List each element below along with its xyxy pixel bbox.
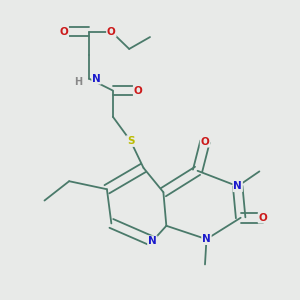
Text: H: H — [74, 77, 82, 87]
Text: N: N — [92, 74, 101, 84]
Text: S: S — [127, 136, 134, 146]
Text: N: N — [233, 181, 242, 191]
Text: O: O — [201, 137, 209, 147]
Text: O: O — [134, 85, 142, 96]
Text: O: O — [259, 213, 267, 223]
Text: O: O — [107, 27, 116, 37]
Text: N: N — [148, 236, 157, 246]
Text: O: O — [59, 27, 68, 37]
Text: N: N — [202, 234, 211, 244]
